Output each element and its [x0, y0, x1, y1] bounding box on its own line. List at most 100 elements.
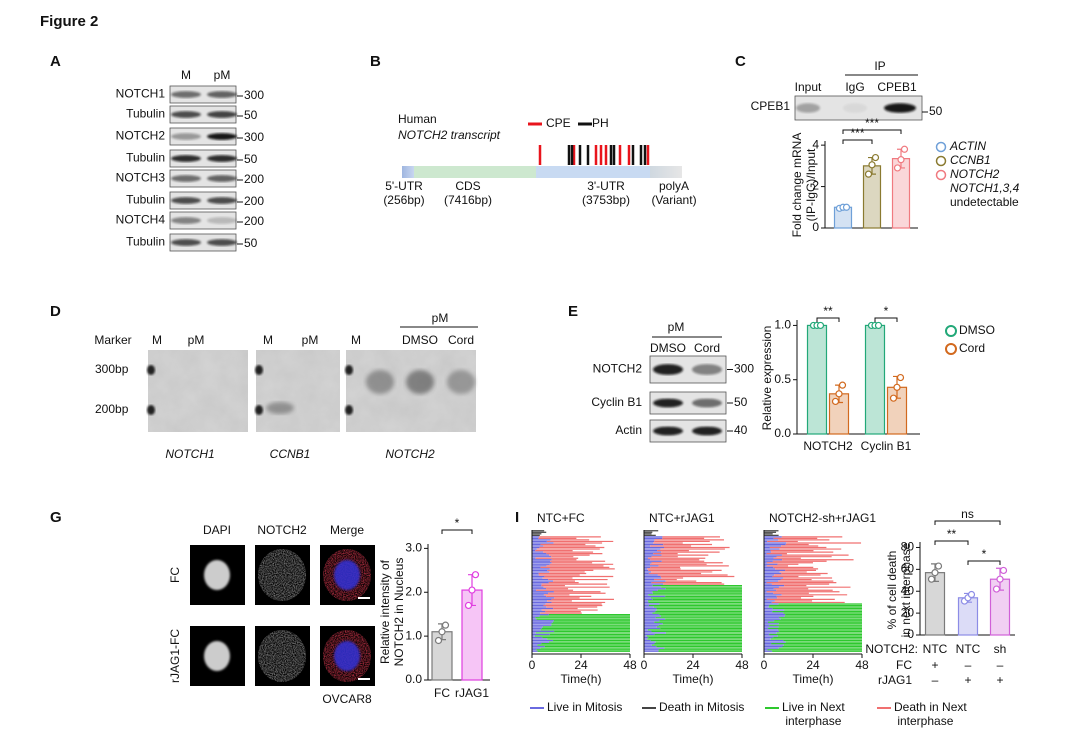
- data-point: [835, 390, 843, 398]
- region-name: CDS: [455, 179, 480, 193]
- nucleus: [204, 641, 230, 671]
- marker-label: 300: [244, 88, 264, 102]
- utr3: [536, 166, 650, 178]
- data-point: [967, 590, 976, 599]
- size-label: 200bp: [95, 402, 129, 416]
- gel-band: [447, 370, 475, 394]
- data-point: [441, 621, 450, 629]
- size-label: 300bp: [95, 362, 129, 376]
- marker-label: 200: [244, 214, 264, 228]
- sig-label: *: [455, 516, 460, 530]
- marker-label: 50: [244, 108, 258, 122]
- gel-band: [406, 370, 434, 394]
- y-tick-label: 0: [907, 627, 914, 641]
- blot-band: [171, 155, 201, 162]
- lane-label: CPEB1: [877, 80, 917, 94]
- sig-label: ns: [961, 507, 974, 521]
- y-axis-label: in next interphase: [899, 542, 913, 637]
- blot-band: [207, 197, 237, 204]
- region-size: (7416bp): [444, 193, 492, 207]
- ip-label: IP: [874, 59, 885, 73]
- marker-label: 200: [244, 194, 264, 208]
- y-tick-label: 0.0: [405, 672, 422, 686]
- species-label: Human: [398, 112, 437, 126]
- data-point: [927, 575, 936, 583]
- lane-label: Cord: [694, 341, 720, 355]
- data-point: [816, 321, 825, 330]
- blot-band: [171, 175, 201, 182]
- y-tick-label: 1.0: [405, 628, 422, 642]
- lane-label: M: [351, 333, 361, 347]
- panel-label: G: [50, 509, 62, 526]
- y-tick-label: 3.0: [405, 541, 422, 555]
- note-label: undetectable: [950, 195, 1019, 209]
- blot-band: [884, 103, 916, 113]
- panel-label: I: [515, 509, 519, 526]
- lane-label: DMSO: [650, 341, 686, 355]
- marker-label: 50: [734, 395, 748, 409]
- y-axis-label: NOTCH2 in Nucleus: [392, 558, 406, 667]
- x-axis-label: Time(h): [793, 672, 834, 686]
- polya: [650, 166, 682, 178]
- nucleus: [204, 560, 230, 590]
- sig-label: *: [982, 547, 987, 561]
- y-tick-label: 0.0: [774, 426, 791, 440]
- blot-band: [207, 217, 237, 224]
- data-point: [868, 161, 876, 169]
- gel-caption: NOTCH2: [385, 447, 435, 461]
- y-axis-label: Relative expression: [760, 326, 774, 431]
- legend-label-line: Death in Next: [894, 700, 967, 714]
- x-tick-label: 24: [574, 658, 588, 672]
- utr5: [402, 166, 414, 178]
- panel-label: C: [735, 53, 746, 70]
- bar: [957, 597, 979, 636]
- row-label: NOTCH2: [593, 362, 643, 376]
- legend-label: Cord: [959, 341, 985, 355]
- group-label: pM: [432, 311, 449, 325]
- ladder-band: [345, 365, 353, 375]
- blot-band: [171, 133, 201, 140]
- gel-caption: NOTCH1: [165, 447, 214, 461]
- blot-band: [207, 133, 237, 140]
- marker-label: 300: [734, 362, 754, 376]
- y-axis-label: % of cell death: [885, 551, 899, 630]
- cell-signal: [258, 630, 306, 682]
- legend-label: Live in Next interphase: [782, 700, 845, 728]
- region-name: polyA: [659, 179, 689, 193]
- channel-label: Merge: [330, 523, 364, 537]
- blot-band: [207, 155, 237, 162]
- blot-band: [207, 111, 237, 118]
- marker-label: 200: [244, 172, 264, 186]
- blot-band: [171, 197, 201, 204]
- blot-band: [653, 398, 683, 408]
- legend-label: Death in Next interphase: [894, 700, 967, 728]
- ladder-band: [255, 405, 263, 415]
- lane-label: DMSO: [402, 333, 438, 347]
- blot-band: [796, 103, 820, 113]
- condition-row: rJAG1: [878, 673, 912, 687]
- legend-label-line: interphase: [782, 714, 842, 728]
- lane-label: M: [181, 68, 191, 82]
- legend-label: CPE: [546, 116, 571, 130]
- data-point: [842, 203, 851, 211]
- blot-band: [171, 91, 201, 98]
- gel-band: [366, 370, 394, 394]
- ladder-band: [255, 365, 263, 375]
- panel-label: A: [50, 53, 61, 70]
- region-name: 5'-UTR: [385, 179, 423, 193]
- y-tick-label: 0: [812, 220, 819, 234]
- y-tick-label: 80: [901, 540, 915, 554]
- y-tick-label: 0.5: [774, 372, 791, 386]
- legend-marker: [945, 343, 957, 355]
- data-point: [438, 628, 446, 636]
- y-axis-label: Fold change mRNA: [790, 133, 804, 238]
- data-point: [992, 585, 1001, 593]
- y-axis-label: (IP-IgG)/Input: [804, 148, 818, 221]
- y-tick-label: 20: [901, 605, 915, 619]
- blot-band: [843, 103, 867, 113]
- x-tick-label: NOTCH2: [803, 439, 853, 453]
- y-tick-label: 4: [812, 137, 819, 151]
- data-point: [864, 170, 873, 178]
- sig-bracket: [874, 317, 898, 322]
